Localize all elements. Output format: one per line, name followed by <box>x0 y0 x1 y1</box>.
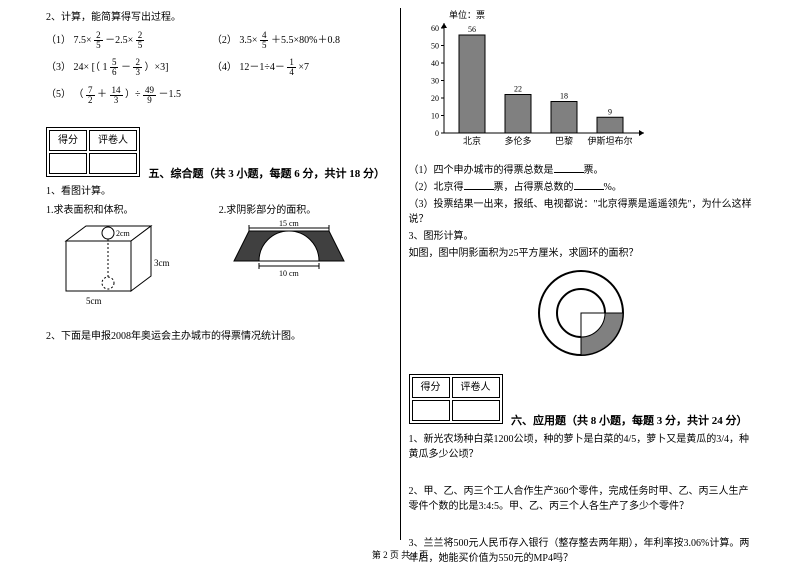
cuboid-svg: 2cm 3cm 5cm <box>46 216 176 306</box>
p1-label: （1） <box>46 35 71 46</box>
svg-text:40: 40 <box>431 59 439 68</box>
figures-row: 2cm 3cm 5cm 15 cm 10 cm <box>46 216 392 309</box>
page-footer: 第 2 页 共 4 页 <box>0 548 800 561</box>
ring-svg <box>526 263 636 363</box>
p3-label: （3） <box>46 62 71 73</box>
q5-2: 2、下面是申报2008年奥运会主办城市的得票情况统计图。 <box>46 329 392 344</box>
p5-label: （5） <box>46 89 71 100</box>
calc-title: 2、计算，能简算得写出过程。 <box>46 10 392 25</box>
q5-1: 1、看图计算。 <box>46 184 392 199</box>
box-figure: 2cm 3cm 5cm <box>46 216 219 309</box>
p5-b: －1.5 <box>159 89 182 100</box>
svg-text:单位：票: 单位：票 <box>449 9 485 20</box>
p4-label: （4） <box>212 62 237 73</box>
svg-text:56: 56 <box>468 25 476 34</box>
right-column: 单位：票 60 50 40 30 20 10 0 56 北京 22 多伦多 18 巴黎 9 伊斯坦布尔 （1）… <box>403 8 761 540</box>
prob-3: （3） 24× [（ 1 56 － 23 ）×3] <box>46 58 212 77</box>
prob-5: （5） （ 72 ＋ 143 ）÷ 499 －1.5 <box>46 85 212 104</box>
p1-b: －2.5× <box>105 35 133 46</box>
box-hole-label: 2cm <box>116 229 131 238</box>
p4-frac1: 14 <box>287 58 296 77</box>
svg-text:30: 30 <box>431 77 439 86</box>
svg-text:10: 10 <box>431 112 439 121</box>
svg-text:多伦多: 多伦多 <box>504 135 531 146</box>
arch-svg: 15 cm 10 cm <box>219 216 359 286</box>
section6-title: 六、应用题（共 8 小题，每题 3 分，共计 24 分） <box>511 415 748 427</box>
q3-title: 3、图形计算。 <box>409 229 755 244</box>
p3-frac2: 23 <box>133 58 142 77</box>
p5-frac2: 143 <box>110 86 123 105</box>
p3-frac1: 56 <box>110 58 119 77</box>
p5-frac1: 72 <box>86 86 95 105</box>
svg-text:18: 18 <box>560 92 568 101</box>
blank <box>574 180 604 190</box>
p2-b: ＋5.5×80%＋0.8 <box>271 35 340 46</box>
arch-figure: 15 cm 10 cm <box>219 216 392 309</box>
section5-header: 得分 评卷人 五、综合题（共 3 小题，每题 6 分，共计 18 分） <box>46 127 392 183</box>
column-divider <box>400 8 401 540</box>
svg-text:50: 50 <box>431 42 439 51</box>
prob-1: （1） 7.5× 25 －2.5× 25 <box>46 31 212 50</box>
p4-b: ×7 <box>298 62 309 73</box>
p3-lb: [（ <box>92 62 100 73</box>
p4-a: 12－1÷4－ <box>239 62 285 73</box>
section5-title: 五、综合题（共 3 小题，每题 6 分，共计 18 分） <box>149 168 386 180</box>
prob-2: （2） 3.5× 45 ＋5.5×80%＋0.8 <box>212 31 378 50</box>
p5-lp: （ <box>74 89 84 100</box>
svg-text:0: 0 <box>435 129 439 138</box>
p5-plus: ＋ <box>97 89 107 100</box>
p3-a: 24× <box>74 62 90 73</box>
q5-1b: 2.求阴影部分的面积。 <box>219 201 392 216</box>
score-table-2: 得分 评卷人 <box>409 374 503 424</box>
p3-minus: － <box>121 62 131 73</box>
score-marker: 评卷人 <box>89 130 137 151</box>
blank <box>554 163 584 173</box>
problems-grid: （1） 7.5× 25 －2.5× 25 （2） 3.5× 45 ＋5.5×80… <box>46 27 392 109</box>
section6-header: 得分 评卷人 六、应用题（共 8 小题，每题 3 分，共计 24 分） <box>409 374 755 430</box>
svg-text:9: 9 <box>608 107 612 116</box>
p5-rp: ）÷ <box>125 89 141 100</box>
chart-q2: （2）北京得票，占得票总数的%。 <box>409 180 755 195</box>
p2-a: 3.5× <box>239 35 257 46</box>
p2-frac1: 45 <box>260 31 269 50</box>
q6-2: 2、甲、乙、丙三个工人合作生产360个零件，完成任务时甲、乙、丙三人生产零件个数… <box>409 484 755 514</box>
blank <box>464 180 494 190</box>
box-w-label: 5cm <box>86 296 102 306</box>
score-got-2: 得分 <box>412 377 450 398</box>
p2-label: （2） <box>212 35 237 46</box>
chart-q1: （1）四个申办城市的得票总数是票。 <box>409 163 755 178</box>
p3-rb: ）×3] <box>144 62 168 73</box>
ring-figure <box>409 263 755 366</box>
q6-1: 1、新光农场种白菜1200公顷，种的萝卜是白菜的4/5，萝卜又是黄瓜的3/4，种… <box>409 432 755 462</box>
chart-q3: （3）投票结果一出来，报纸、电视都说："北京得票是遥遥领先"，为什么这样说？ <box>409 197 755 227</box>
arch-bottom-label: 10 cm <box>279 269 300 278</box>
svg-text:伊斯坦布尔: 伊斯坦布尔 <box>587 135 632 146</box>
score-table: 得分 评卷人 <box>46 127 140 177</box>
q5-1a: 1.求表面积和体积。 <box>46 201 219 216</box>
q5-1-subrow: 1.求表面积和体积。 2.求阴影部分的面积。 <box>46 201 392 216</box>
svg-text:巴黎: 巴黎 <box>554 135 572 146</box>
p5-frac3: 499 <box>143 86 156 105</box>
q3-body: 如图，图中阴影面积为25平方厘米，求圆环的面积？ <box>409 246 755 261</box>
p1-frac1: 25 <box>94 31 103 50</box>
p3-mixed: 1 <box>102 62 107 73</box>
prob-4: （4） 12－1÷4－ 14 ×7 <box>212 58 378 77</box>
arch-top-label: 15 cm <box>279 219 300 228</box>
score-marker-2: 评卷人 <box>452 377 500 398</box>
box-h-label: 3cm <box>154 258 170 268</box>
svg-text:北京: 北京 <box>462 135 480 146</box>
left-column: 2、计算，能简算得写出过程。 （1） 7.5× 25 －2.5× 25 （2） … <box>40 8 398 540</box>
p1-frac2: 25 <box>136 31 145 50</box>
bar-chart: 单位：票 60 50 40 30 20 10 0 56 北京 22 多伦多 18 巴黎 9 伊斯坦布尔 <box>409 8 669 158</box>
svg-text:22: 22 <box>514 85 522 94</box>
score-got: 得分 <box>49 130 87 151</box>
p1-a: 7.5× <box>74 35 92 46</box>
svg-text:20: 20 <box>431 94 439 103</box>
svg-text:60: 60 <box>431 24 439 33</box>
